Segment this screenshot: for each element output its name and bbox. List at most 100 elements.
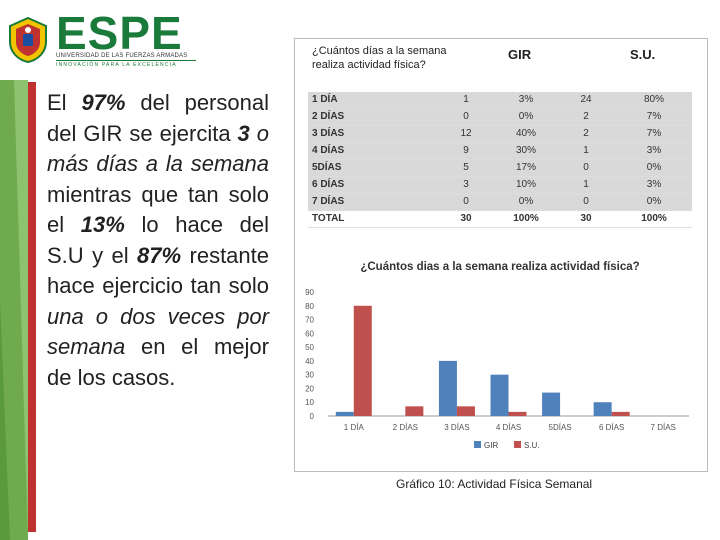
table-cell: 9: [463, 145, 469, 156]
table-cell: 3%: [646, 145, 662, 156]
logo-divider: [56, 60, 196, 61]
bar-gir: [335, 411, 354, 416]
text-run: lo hace del S.U y el: [47, 212, 269, 268]
table-cell: 17%: [515, 162, 536, 173]
table-cell: 24: [580, 94, 592, 105]
table-cell: 7 DÍAS: [312, 196, 345, 207]
chart-title: ¿Cuántos dias a la semana realiza activi…: [360, 261, 639, 273]
table-question-line: realiza actividad física?: [312, 59, 426, 71]
y-tick-label: 30: [305, 371, 314, 380]
table-row: 3 DÍAS 12 40% 2 7%: [308, 126, 692, 143]
table-cell: 1: [583, 179, 589, 190]
y-tick-label: 60: [305, 329, 314, 338]
table-question-line: ¿Cuántos días a la semana: [312, 45, 447, 57]
legend-swatch: [514, 441, 521, 448]
bar-gir: [438, 360, 457, 416]
bar-su: [353, 305, 372, 416]
table-cell: TOTAL: [312, 213, 345, 224]
bar-gir: [490, 374, 509, 416]
x-tick-label: 2 DÍAS: [393, 423, 418, 432]
table-cell: 100%: [641, 213, 667, 224]
table-cell: 100%: [513, 213, 539, 224]
table-question: ¿Cuántos días a la semana realiza activi…: [312, 44, 447, 72]
y-tick-label: 70: [305, 316, 314, 325]
table-header-gir: GIR: [508, 47, 532, 62]
table-cell: 2 DÍAS: [312, 111, 345, 122]
table-cell: 3%: [646, 179, 662, 190]
y-tick-label: 50: [305, 343, 314, 352]
text-run-bold: 3: [237, 120, 250, 146]
table-row: 2 DÍAS 0 0% 2 7%: [308, 109, 692, 126]
text-run-bold: 87%: [137, 242, 182, 268]
y-tick-label: 80: [305, 302, 314, 311]
table-cell: 0: [463, 111, 469, 122]
x-tick-label: 4 DÍAS: [496, 423, 521, 432]
bar-su: [611, 411, 630, 416]
y-tick-label: 10: [305, 398, 314, 407]
bar-su: [405, 406, 424, 416]
text-run: restante hace ejercicio tan solo: [47, 242, 269, 299]
frequency-table: 1 DÍA 1 3% 24 80% 2 DÍAS 0 0% 2 7% 3 DÍAS 12 40% 2 7% 4…: [308, 92, 692, 228]
y-tick-label: 20: [305, 384, 314, 393]
y-tick-label: 90: [305, 288, 314, 297]
left-green-decoration: [0, 80, 28, 540]
table-cell: 5DÍAS: [312, 162, 342, 173]
table-cell: 4 DÍAS: [312, 145, 345, 156]
table-cell: 3: [463, 179, 469, 190]
x-tick-label: 7 DÍAS: [651, 423, 676, 432]
table-cell: 1: [583, 145, 589, 156]
table-cell: 30: [580, 213, 592, 224]
text-run-italic: o más días a la semana: [47, 120, 269, 177]
table-cell: 1 DÍA: [312, 94, 338, 105]
table-row: 7 DÍAS 0 0% 0 0%: [308, 194, 692, 211]
legend-label: S.U.: [524, 441, 540, 450]
logo-subtitle: UNIVERSIDAD DE LAS FUERZAS ARMADAS: [56, 53, 188, 59]
text-run-italic: una o dos veces por semana: [47, 303, 269, 360]
bar-su: [456, 406, 475, 416]
university-seal-icon: [9, 16, 47, 64]
table-cell: 80%: [643, 94, 664, 105]
table-cell: 30%: [515, 145, 536, 156]
text-run-bold: 97%: [81, 90, 126, 115]
summary-paragraph: El 97% del personal del GIR se ejercita …: [47, 88, 269, 393]
x-tick-label: 6 DÍAS: [599, 423, 624, 432]
table-row: 6 DÍAS 3 10% 1 3%: [308, 177, 692, 194]
y-tick-label: 0: [310, 412, 315, 421]
table-cell: 40%: [515, 128, 536, 139]
table-total-row: TOTAL 30 100% 30 100%: [308, 211, 692, 228]
table-cell: 0%: [518, 111, 534, 122]
table-cell: 0%: [646, 196, 662, 207]
x-tick-label: 5DÍAS: [549, 423, 572, 432]
x-tick-label: 1 DÍA: [344, 423, 365, 432]
table-cell: 2: [583, 111, 589, 122]
espe-logo: ESPE UNIVERSIDAD DE LAS FUERZAS ARMADAS …: [6, 7, 196, 70]
table-cell: 6 DÍAS: [312, 179, 345, 190]
table-cell: 5: [463, 162, 469, 173]
logo-name: ESPE: [56, 7, 183, 59]
table-cell: 1: [463, 94, 469, 105]
legend-swatch: [474, 441, 481, 448]
table-cell: 3 DÍAS: [312, 128, 345, 139]
table-row: 4 DÍAS 9 30% 1 3%: [308, 143, 692, 160]
logo-tagline: INNOVACIÓN PARA LA EXCELENCIA: [56, 62, 177, 68]
y-tick-label: 40: [305, 357, 314, 366]
bar-gir: [593, 402, 612, 416]
text-run: mientras que tan solo el: [47, 181, 269, 238]
legend-label: GIR: [484, 441, 498, 450]
table-row: 5DÍAS 5 17% 0 0%: [308, 160, 692, 177]
text-run-bold: 13%: [80, 212, 125, 237]
table-cell: 12: [460, 128, 472, 139]
bar-gir: [542, 392, 561, 416]
table-cell: 2: [583, 128, 589, 139]
figure-caption: Gráfico 10: Actividad Física Semanal: [396, 477, 593, 491]
x-tick-label: 3 DÍAS: [444, 423, 469, 432]
table-cell: 0: [463, 196, 469, 207]
table-cell: 0%: [646, 162, 662, 173]
text-run: en el mejor de los casos.: [47, 334, 269, 390]
table-cell: 10%: [515, 179, 536, 190]
bar-su: [508, 411, 527, 416]
text-run: del personal del GIR se ejercita: [47, 90, 269, 146]
table-cell: 7%: [646, 128, 662, 139]
table-cell: 0: [583, 196, 589, 207]
bar-chart: ¿Cuántos dias a la semana realiza activi…: [305, 261, 689, 450]
